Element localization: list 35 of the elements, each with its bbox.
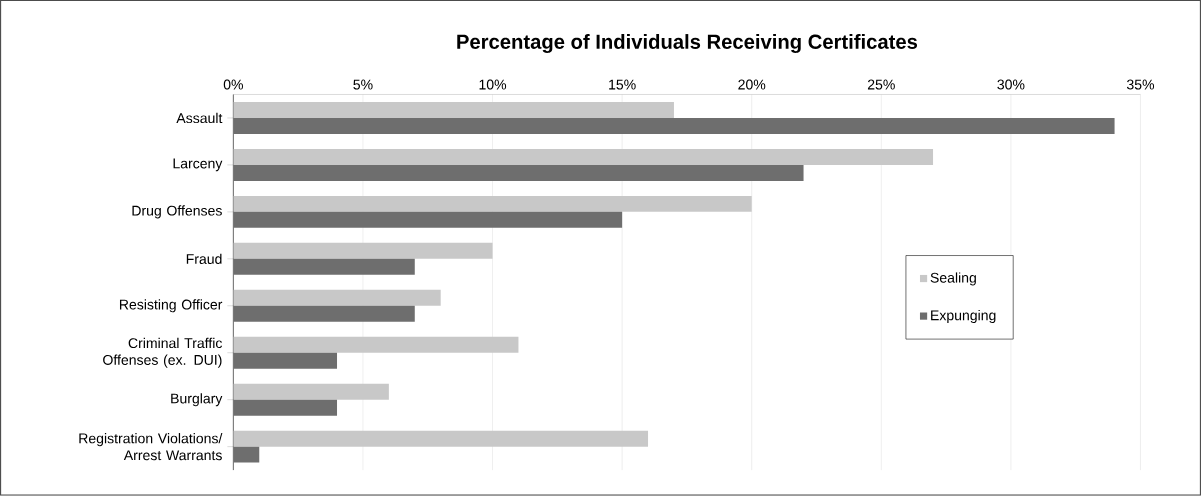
- legend-label: Sealing: [930, 272, 976, 286]
- x-tick-label: 20%: [738, 79, 766, 90]
- y-tick-label: Fraud: [186, 253, 222, 265]
- x-tick-label: 35%: [1126, 79, 1155, 90]
- bar: [233, 149, 934, 166]
- bar: [233, 102, 674, 119]
- bar: [233, 212, 623, 229]
- bar: [233, 243, 493, 259]
- y-tick-label: Burglary: [171, 393, 223, 407]
- x-tick-label: 10%: [479, 79, 507, 90]
- bar: [233, 196, 752, 213]
- bar: [233, 165, 804, 182]
- y-tick-label: Resisting Officer: [119, 299, 223, 313]
- x-tick-label: 5%: [353, 79, 373, 90]
- legend-label: Expunging: [931, 310, 996, 324]
- bar: [233, 399, 338, 416]
- bar: [233, 305, 415, 322]
- chart-title: Percentage of Individuals Receiving Certificates: [457, 34, 918, 54]
- bar: [233, 430, 649, 447]
- bar: [233, 352, 338, 369]
- x-tick-label: 0%: [223, 79, 244, 90]
- y-tick-label: Assault: [176, 112, 223, 124]
- x-tick-label: 30%: [997, 79, 1025, 90]
- y-tick-label: Larceny: [173, 158, 223, 172]
- x-tick-label: 25%: [867, 79, 895, 90]
- bar: [233, 118, 1115, 135]
- bar: [233, 446, 260, 463]
- y-tick-label: Registration Violations/ Arrest Warrants: [79, 433, 223, 461]
- bar: [233, 289, 441, 306]
- bar: [233, 336, 519, 353]
- y-tick-label: Drug Offenses: [132, 205, 222, 219]
- y-tick-label: Criminal Traffic Offenses (ex. DUI): [103, 337, 223, 368]
- bar: [233, 383, 389, 400]
- x-tick-label: 15%: [609, 79, 636, 90]
- bar: [233, 258, 415, 275]
